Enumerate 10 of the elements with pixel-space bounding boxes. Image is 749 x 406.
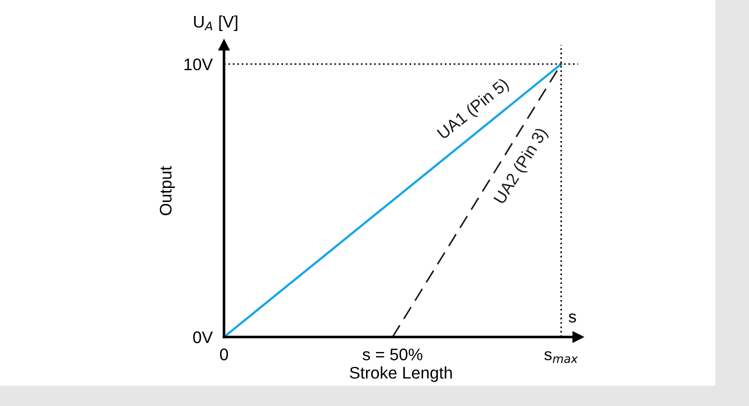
y-tick-label: 10V	[184, 58, 213, 70]
text: U$_{A}$ [V]	[194, 15, 238, 31]
annotation: s	[568, 313, 576, 323]
x-tick-label: 0	[220, 348, 228, 360]
x-axis-title: Stroke Length	[350, 366, 452, 382]
x-tick-label: s = 50%	[362, 348, 422, 360]
x-tick-label: s$_{max}$	[544, 351, 578, 364]
text: UA1 (Pin 5)	[436, 77, 512, 142]
y-axis-title: Output	[160, 166, 175, 216]
y-tick-label: 0V	[193, 331, 213, 344]
